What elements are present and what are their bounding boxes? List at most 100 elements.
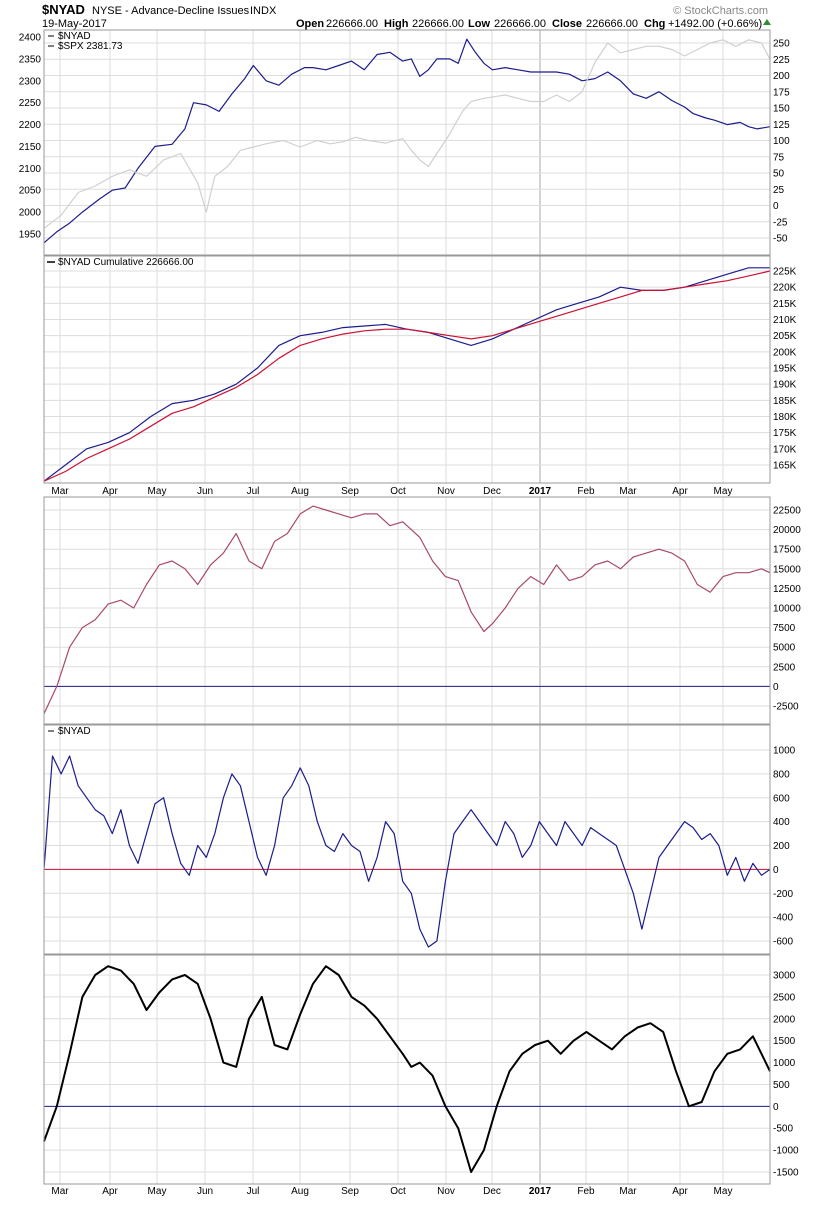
right-tick-label: 220K xyxy=(773,283,797,294)
left-tick-label: 2150 xyxy=(19,142,42,153)
right-tick-label: 100 xyxy=(773,136,790,147)
series-line-1 xyxy=(43,965,771,1173)
right-tick-label: 17500 xyxy=(773,545,801,556)
right-tick-label: 180K xyxy=(773,412,797,423)
legend-label: $SPX 2381.73 xyxy=(58,41,123,52)
left-tick-label: 2000 xyxy=(19,208,42,219)
month-label: Dec xyxy=(483,1186,501,1197)
chart-header: $NYAD NYSE - Advance-Decline Issues INDX… xyxy=(42,2,771,30)
month-label: Sep xyxy=(341,486,359,497)
right-tick-label: 125 xyxy=(773,120,790,131)
left-tick-label: 2400 xyxy=(19,33,42,44)
month-axis-lower: Mar Apr May Jun Jul Aug Sep Oct Nov Dec 2017 Feb Mar… xyxy=(51,1186,732,1197)
month-label: Mar xyxy=(51,486,69,497)
month-label: Apr xyxy=(102,486,118,497)
right-tick-label: -1000 xyxy=(773,1146,799,1157)
right-tick-label: 225 xyxy=(773,55,790,66)
right-tick-label: 225K xyxy=(773,267,797,278)
right-tick-label: -500 xyxy=(773,1124,793,1135)
right-tick-label: 200 xyxy=(773,841,790,852)
right-tick-label: 165K xyxy=(773,461,797,472)
panel-frame xyxy=(43,724,771,955)
panel-cumulative: 165K 170K 175K 180K 185K 190K 195K 200K 205K 210K… xyxy=(43,255,797,484)
month-label: Jul xyxy=(247,1186,260,1197)
right-tick-label: 25 xyxy=(773,185,785,196)
month-label: Oct xyxy=(390,1186,406,1197)
header-high-label: High xyxy=(384,18,409,30)
series-line-1 xyxy=(43,38,771,244)
header-open-value: 226666.00 xyxy=(326,18,378,30)
series-line-2 xyxy=(43,270,771,482)
legend-label: $NYAD Cumulative 226666.00 xyxy=(58,257,194,268)
right-tick-label: -2500 xyxy=(773,702,799,713)
right-tick-label: -600 xyxy=(773,937,793,948)
header-symbol: $NYAD xyxy=(42,2,85,17)
month-label: Nov xyxy=(437,1186,455,1197)
right-tick-label: 2000 xyxy=(773,1014,796,1025)
month-label: Sep xyxy=(341,1186,359,1197)
month-label: Apr xyxy=(672,1186,688,1197)
header-high-value: 226666.00 xyxy=(412,18,464,30)
month-label: 2017 xyxy=(529,1186,552,1197)
header-exchange: INDX xyxy=(250,5,277,17)
right-tick-label: 15000 xyxy=(773,564,801,575)
month-label: Jun xyxy=(197,1186,213,1197)
month-label: May xyxy=(148,486,167,497)
right-tick-label: -1500 xyxy=(773,1168,799,1179)
right-tick-label: 2500 xyxy=(773,992,796,1003)
series-line-1 xyxy=(43,755,771,948)
panel-oscillator-2: -600 -400 -200 0 200 400 600 800 1000 $NYAD xyxy=(43,724,796,955)
legend-label: $NYAD xyxy=(58,726,91,737)
right-tick-label: -200 xyxy=(773,889,793,900)
right-tick-label: 185K xyxy=(773,396,797,407)
right-tick-label: 0 xyxy=(773,865,779,876)
right-tick-label: 195K xyxy=(773,364,797,375)
header-low-label: Low xyxy=(468,18,490,30)
right-tick-label: 175K xyxy=(773,428,797,439)
right-tick-label: 210K xyxy=(773,315,797,326)
month-axis-upper: Mar Apr May Jun Jul Aug Sep Oct Nov Dec 2017 Feb Mar… xyxy=(51,486,732,497)
header-chg-value: +1492.00 (+0.66%) xyxy=(668,18,762,30)
right-tick-label: 200 xyxy=(773,71,790,82)
right-tick-label: 12500 xyxy=(773,584,801,595)
series-line-2 xyxy=(43,39,771,229)
right-tick-label: 800 xyxy=(773,769,790,780)
month-label: Mar xyxy=(51,1186,69,1197)
month-label: Feb xyxy=(577,486,595,497)
right-tick-label: 1500 xyxy=(773,1036,796,1047)
left-tick-label: 2250 xyxy=(19,98,42,109)
right-tick-label: 250 xyxy=(773,39,790,50)
header-open-label: Open xyxy=(296,18,324,30)
right-tick-label: 200K xyxy=(773,347,797,358)
right-tick-label: 175 xyxy=(773,87,790,98)
right-tick-label: 0 xyxy=(773,1102,779,1113)
chart-panels: -50 -25 0 25 50 75 100 125 150 175 200 225 250 1950 20… xyxy=(19,29,801,1197)
month-label: Mar xyxy=(619,486,637,497)
month-label: Oct xyxy=(390,486,406,497)
panel-oscillator-3: -1500 -1000 -500 0 500 1000 1500 2000 2500 3000 xyxy=(43,954,799,1185)
month-label: Apr xyxy=(102,1186,118,1197)
right-tick-label: 500 xyxy=(773,1080,790,1091)
right-tick-label: 75 xyxy=(773,152,785,163)
right-tick-label: 0 xyxy=(773,682,779,693)
right-tick-label: 400 xyxy=(773,817,790,828)
left-tick-label: 2050 xyxy=(19,186,42,197)
month-label: Mar xyxy=(619,1186,637,1197)
month-label: Apr xyxy=(672,486,688,497)
right-tick-label: 1000 xyxy=(773,746,796,757)
left-tick-label: 1950 xyxy=(19,230,42,241)
header-description: NYSE - Advance-Decline Issues xyxy=(92,5,250,17)
right-tick-label: 600 xyxy=(773,793,790,804)
header-close-label: Close xyxy=(552,18,582,30)
month-label: Jun xyxy=(197,486,213,497)
stockcharts-watermark: © StockCharts.com xyxy=(673,5,768,17)
chg-up-arrow-icon xyxy=(763,19,771,25)
header-low-value: 226666.00 xyxy=(494,18,546,30)
panel-price: -50 -25 0 25 50 75 100 125 150 175 200 225 250 1950 20… xyxy=(19,29,790,256)
right-tick-label: 205K xyxy=(773,331,797,342)
right-tick-label: 0 xyxy=(773,201,779,212)
right-tick-label: -25 xyxy=(773,217,788,228)
month-label: 2017 xyxy=(529,486,552,497)
